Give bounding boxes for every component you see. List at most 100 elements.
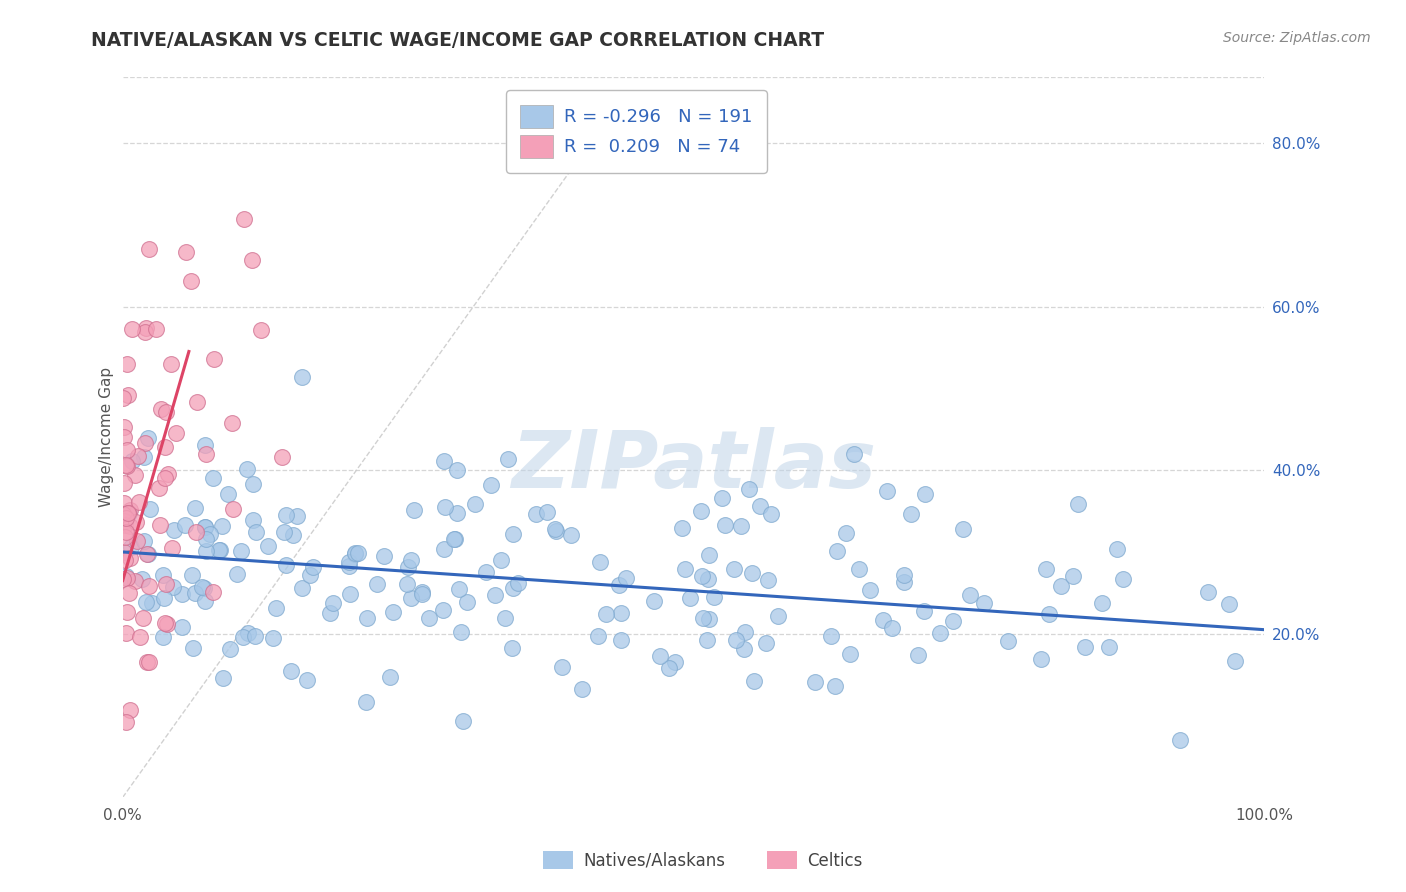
- Point: [501, 640, 523, 655]
- Point: [650, 648, 672, 663]
- Point: [1105, 541, 1128, 556]
- Point: [766, 608, 789, 623]
- Point: [198, 527, 221, 541]
- Text: NATIVE/ALASKAN VS CELTIC WAGE/INCOME GAP CORRELATION CHART: NATIVE/ALASKAN VS CELTIC WAGE/INCOME GAP…: [91, 31, 824, 50]
- Point: [893, 574, 915, 589]
- Point: [127, 449, 149, 463]
- Point: [138, 242, 160, 256]
- Point: [876, 483, 898, 498]
- Point: [609, 606, 631, 620]
- Point: [125, 533, 148, 548]
- Point: [664, 655, 686, 669]
- Point: [195, 532, 218, 546]
- Point: [673, 562, 696, 576]
- Point: [280, 665, 302, 679]
- Point: [411, 586, 433, 600]
- Point: [135, 656, 157, 670]
- Point: [872, 613, 894, 627]
- Point: [697, 549, 720, 563]
- Point: [396, 560, 419, 574]
- Point: [614, 571, 637, 585]
- Point: [738, 482, 761, 496]
- Point: [242, 513, 264, 527]
- Point: [337, 555, 360, 569]
- Point: [411, 585, 433, 599]
- Point: [1062, 569, 1084, 583]
- Point: [194, 520, 217, 534]
- Point: [1035, 561, 1057, 575]
- Point: [586, 629, 609, 643]
- Point: [748, 499, 770, 513]
- Point: [456, 595, 478, 609]
- Point: [1223, 654, 1246, 668]
- Point: [491, 553, 513, 567]
- Point: [276, 558, 298, 572]
- Point: [723, 562, 745, 576]
- Point: [690, 504, 713, 518]
- Point: [952, 521, 974, 535]
- Point: [1098, 640, 1121, 654]
- Point: [131, 572, 153, 586]
- Point: [183, 501, 205, 516]
- Point: [692, 611, 714, 625]
- Point: [373, 549, 395, 563]
- Point: [153, 440, 176, 454]
- Point: [117, 571, 139, 585]
- Point: [453, 714, 475, 728]
- Point: [257, 539, 280, 553]
- Point: [134, 325, 156, 339]
- Point: [120, 703, 142, 717]
- Point: [560, 528, 582, 542]
- Point: [711, 491, 734, 506]
- Point: [697, 612, 720, 626]
- Point: [145, 322, 167, 336]
- Point: [112, 495, 135, 509]
- Point: [112, 475, 135, 490]
- Point: [281, 527, 304, 541]
- Point: [174, 245, 197, 260]
- Point: [444, 532, 467, 546]
- Point: [484, 589, 506, 603]
- Point: [180, 274, 202, 288]
- Point: [755, 636, 778, 650]
- Point: [291, 370, 314, 384]
- Point: [502, 526, 524, 541]
- Point: [929, 625, 952, 640]
- Point: [546, 524, 568, 538]
- Point: [120, 518, 142, 533]
- Point: [270, 450, 292, 464]
- Point: [136, 431, 159, 445]
- Point: [319, 606, 342, 620]
- Point: [180, 567, 202, 582]
- Point: [202, 470, 225, 484]
- Point: [114, 518, 136, 533]
- Point: [354, 695, 377, 709]
- Point: [479, 477, 502, 491]
- Point: [1197, 584, 1219, 599]
- Point: [610, 633, 633, 648]
- Point: [401, 552, 423, 566]
- Point: [194, 544, 217, 558]
- Point: [132, 450, 155, 465]
- Point: [589, 555, 612, 569]
- Point: [536, 505, 558, 519]
- Point: [153, 615, 176, 630]
- Point: [346, 546, 368, 560]
- Point: [295, 673, 318, 687]
- Point: [194, 520, 217, 534]
- Point: [117, 506, 139, 520]
- Point: [907, 648, 929, 662]
- Point: [138, 578, 160, 592]
- Point: [446, 506, 468, 520]
- Point: [112, 573, 135, 587]
- Point: [135, 321, 157, 335]
- Point: [184, 585, 207, 599]
- Point: [882, 621, 904, 635]
- Point: [193, 582, 215, 596]
- Point: [1050, 579, 1073, 593]
- Point: [240, 252, 263, 267]
- Point: [115, 605, 138, 619]
- Point: [170, 587, 193, 601]
- Point: [859, 582, 882, 597]
- Point: [761, 507, 783, 521]
